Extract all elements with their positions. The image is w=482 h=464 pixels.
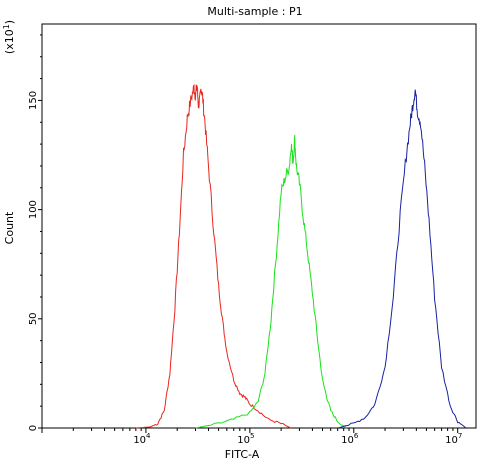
histogram-series-1: [135, 83, 292, 429]
y-multiplier-exponent: 1: [2, 24, 11, 29]
histogram-series-2: [195, 135, 347, 429]
x-axis: 104 105 106 107: [41, 428, 462, 446]
x-tick-label: 105: [237, 432, 254, 446]
y-tick-label: 100: [28, 200, 39, 219]
y-multiplier-close: ): [3, 20, 16, 24]
series-layer: [135, 83, 467, 429]
plot-area-frame: [41, 23, 477, 429]
y-tick-label: 50: [28, 312, 39, 325]
x-tick-label-exponent: 6: [354, 432, 359, 440]
histogram-series-3: [337, 89, 467, 429]
y-multiplier-text: (x10: [3, 29, 16, 54]
x-tick-label: 107: [445, 432, 462, 446]
y-axis: 0 50 100 150: [28, 34, 42, 431]
x-tick-label-base: 10: [133, 435, 146, 446]
x-tick-label: 106: [341, 432, 359, 446]
y-tick-label: 150: [28, 91, 39, 110]
x-tick-label: 104: [133, 432, 151, 446]
y-multiplier-label: (x101): [2, 20, 16, 54]
x-axis-label: FITC-A: [225, 448, 260, 461]
x-tick-label-exponent: 7: [458, 432, 462, 440]
x-tick-label-exponent: 4: [146, 432, 151, 440]
chart-title: Multi-sample : P1: [207, 5, 302, 18]
x-tick-label-base: 10: [445, 435, 458, 446]
x-tick-label-base: 10: [341, 435, 354, 446]
y-axis-label: Count: [3, 211, 16, 244]
x-tick-label-base: 10: [237, 435, 250, 446]
x-tick-label-exponent: 5: [250, 432, 254, 440]
y-tick-label: 0: [28, 425, 39, 431]
